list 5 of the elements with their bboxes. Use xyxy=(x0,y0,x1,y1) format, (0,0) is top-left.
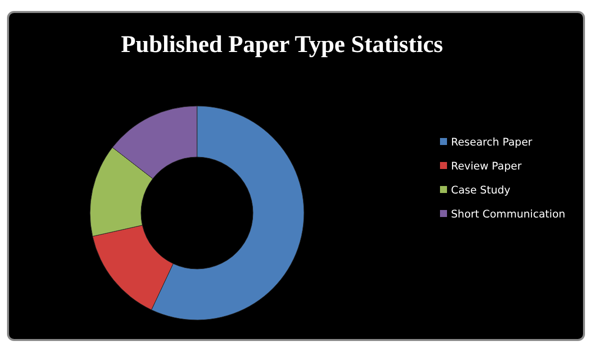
legend-label: Case Study xyxy=(451,184,510,197)
legend-label: Short Communication xyxy=(451,208,566,221)
legend-label: Review Paper xyxy=(451,160,522,173)
legend-label: Research Paper xyxy=(451,136,533,149)
chart-title: Published Paper Type Statistics xyxy=(120,32,444,58)
